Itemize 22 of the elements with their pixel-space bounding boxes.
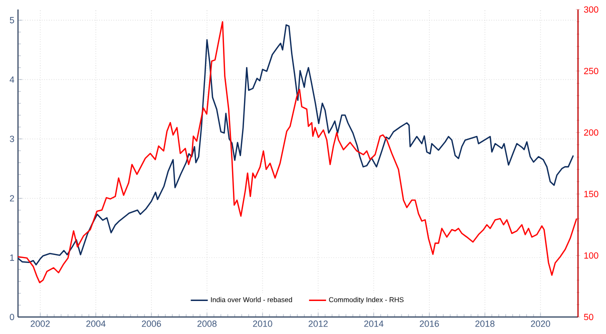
x-tick-label: 2018 [475, 320, 494, 327]
y2-tick-label: 100 [584, 252, 598, 259]
x-tick-label: 2016 [420, 320, 439, 327]
y2-tick-label: 300 [584, 6, 598, 13]
y2-tick-label: 50 [584, 314, 594, 320]
x-tick-label: 2012 [308, 320, 328, 327]
x-tick-label: 2020 [530, 320, 550, 327]
y-tick-label: 4 [10, 76, 14, 83]
y2-tick-label: 200 [584, 129, 598, 136]
y2-tick-label: 250 [584, 68, 598, 74]
y2-tick-label: 150 [584, 190, 598, 198]
x-tick-label: 2010 [253, 320, 272, 327]
y-tick-label: 3 [10, 136, 14, 142]
x-tick-label: 2004 [86, 320, 106, 327]
y-tick-label: 0 [10, 314, 14, 320]
x-tick-label: 2008 [197, 320, 217, 327]
x-tick-label: 2014 [364, 320, 384, 327]
y-tick-label: 2 [10, 195, 14, 202]
x-tick-label: 2006 [142, 320, 161, 327]
y-tick-label: 1 [10, 254, 14, 261]
x-tick-label: 2002 [30, 320, 50, 327]
y-tick-label: 5 [10, 17, 14, 24]
